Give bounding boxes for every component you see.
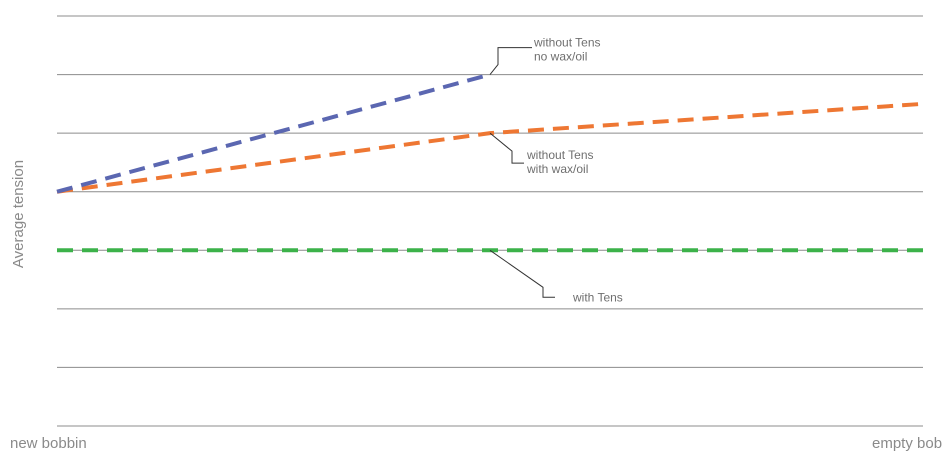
- series-annotation-line: with Tens: [572, 290, 623, 304]
- annotation-leader-1: [489, 132, 524, 164]
- series-lines: [56, 72, 924, 253]
- x-tick-label-start: new bobbin: [10, 435, 87, 452]
- series-annotation-line: no wax/oil: [534, 50, 587, 64]
- gridlines: [57, 15, 923, 427]
- series-annotation-line: without Tens: [533, 36, 601, 50]
- annotation-leader-0: [489, 47, 532, 75]
- annotation-leader-2: [489, 249, 555, 298]
- series-line-1: [56, 101, 924, 194]
- series-annotation-0: without Tens no wax/oil: [533, 36, 601, 64]
- series-annotation-1: without Tens with wax/oil: [526, 148, 594, 176]
- y-axis-label: Average tension: [10, 160, 27, 268]
- series-annotation-line: with wax/oil: [526, 162, 588, 176]
- x-tick-label-end: empty bobbin: [872, 435, 942, 452]
- series-annotation-line: without Tens: [526, 148, 594, 162]
- series-annotation-2: with Tens: [572, 290, 623, 304]
